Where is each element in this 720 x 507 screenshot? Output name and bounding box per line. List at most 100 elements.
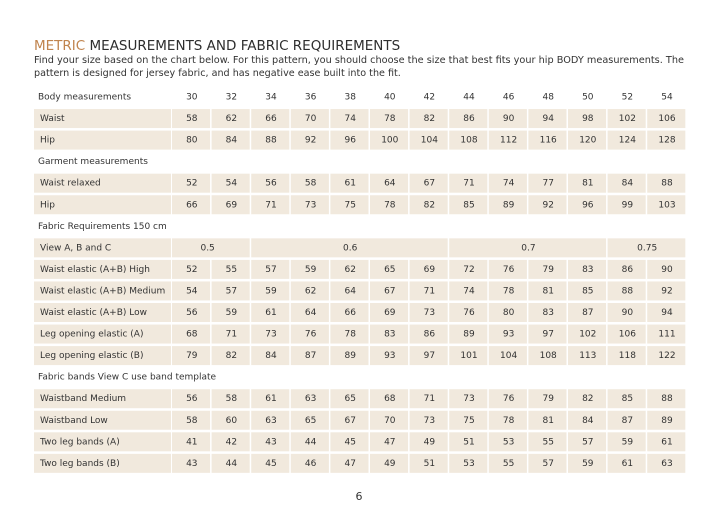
cell-value: 111 — [658, 330, 675, 340]
cell — [528, 259, 567, 279]
cell-value: 73 — [424, 308, 435, 318]
cell — [607, 346, 646, 366]
cell — [172, 453, 211, 473]
cell-value: 83 — [384, 330, 395, 340]
cell — [34, 346, 171, 366]
cell-value: 98 — [582, 114, 594, 124]
cell — [211, 389, 250, 409]
size-label: 54 — [661, 93, 673, 103]
cell — [370, 303, 409, 322]
cell-value: 51 — [424, 459, 435, 469]
cell — [172, 173, 211, 193]
cell-value: 54 — [226, 179, 238, 189]
cell — [330, 281, 369, 301]
cell-value: 59 — [622, 437, 634, 447]
cell — [528, 109, 567, 129]
row-label: Hip — [40, 136, 55, 146]
cell — [172, 303, 211, 322]
cell — [568, 453, 607, 473]
cell-value: 64 — [305, 308, 317, 318]
cell — [449, 259, 488, 279]
cell — [370, 410, 409, 430]
cell — [211, 453, 250, 473]
cell — [290, 259, 329, 279]
cell — [34, 195, 171, 215]
cell — [409, 389, 448, 409]
cell-value: 56 — [186, 308, 198, 318]
cell — [251, 259, 290, 279]
cell-value: 72 — [463, 265, 474, 275]
cell-value: 79 — [186, 351, 198, 361]
cell-value: 61 — [622, 459, 633, 469]
cell — [607, 432, 646, 452]
cell-value: 85 — [582, 286, 593, 296]
size-label: 38 — [344, 93, 356, 103]
cell — [330, 195, 369, 215]
cell-value: 59 — [305, 265, 317, 275]
cell — [488, 130, 527, 150]
cell — [330, 453, 369, 473]
intro-line: pattern is designed for jersey fabric, a… — [34, 68, 401, 79]
cell — [488, 281, 527, 301]
cell — [251, 303, 290, 322]
cell — [290, 173, 329, 193]
cell — [607, 324, 646, 344]
cell-value: 92 — [661, 286, 672, 296]
cell-value: 65 — [344, 394, 355, 404]
cell-value: 53 — [503, 437, 514, 447]
cell-value: 100 — [381, 136, 398, 146]
cell — [34, 130, 171, 150]
cell — [488, 346, 527, 366]
cell — [647, 303, 686, 322]
cell — [528, 281, 567, 301]
cell-value: 96 — [344, 136, 356, 146]
cell-value: 49 — [384, 459, 396, 469]
cell-value: 45 — [265, 459, 276, 469]
cell — [370, 389, 409, 409]
cell-value: 108 — [460, 136, 477, 146]
cell-value: 73 — [424, 416, 435, 426]
cell — [607, 281, 646, 301]
row-label: Hip — [40, 200, 55, 210]
cell-value: 62 — [305, 286, 316, 296]
cell — [568, 281, 607, 301]
size-label: 44 — [463, 93, 475, 103]
cell-value: 46 — [305, 459, 317, 469]
cell — [211, 259, 250, 279]
cell — [488, 303, 527, 322]
cell — [607, 173, 646, 193]
cell-value: 76 — [503, 265, 515, 275]
cell — [528, 346, 567, 366]
cell-value: 47 — [344, 459, 355, 469]
cell-value: 106 — [619, 330, 636, 340]
cell-value: 76 — [305, 330, 317, 340]
title-rest: MEASUREMENTS AND FABRIC REQUIREMENTS — [90, 38, 401, 54]
cell-value: 86 — [622, 265, 634, 275]
title: METRIC MEASUREMENTS AND FABRIC REQUIREME… — [34, 38, 400, 54]
cell-value: 81 — [542, 416, 553, 426]
row-label: Waist elastic (A+B) Low — [40, 308, 147, 318]
cell — [449, 303, 488, 322]
cell — [34, 259, 171, 279]
cell — [647, 281, 686, 301]
cell-value: 77 — [542, 179, 553, 189]
cell — [409, 130, 448, 150]
cell-value: 90 — [503, 114, 515, 124]
cell — [488, 109, 527, 129]
cell — [607, 109, 646, 129]
cell — [330, 173, 369, 193]
cell — [211, 324, 250, 344]
cell — [568, 259, 607, 279]
cell — [488, 432, 527, 452]
cell-value: 0.7 — [521, 243, 535, 253]
cell-value: 0.6 — [343, 243, 358, 253]
cell-value: 64 — [384, 179, 396, 189]
cell-value: 52 — [186, 265, 197, 275]
cell — [290, 346, 329, 366]
cell-value: 118 — [619, 351, 636, 361]
cell — [290, 453, 329, 473]
cell — [370, 324, 409, 344]
cell-value: 76 — [503, 394, 515, 404]
cell-value: 79 — [542, 265, 554, 275]
